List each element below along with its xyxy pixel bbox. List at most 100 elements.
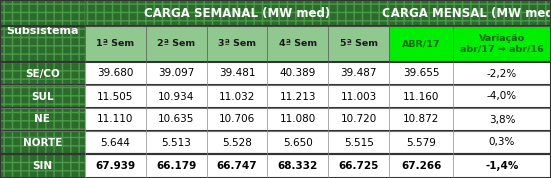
Text: ABR/17: ABR/17 — [402, 40, 440, 48]
Text: 66.179: 66.179 — [156, 161, 196, 171]
Bar — [390, 85, 453, 108]
Bar — [207, 131, 267, 154]
Text: 5ª Sem: 5ª Sem — [340, 40, 378, 48]
Bar — [328, 108, 390, 131]
Text: -1,4%: -1,4% — [485, 161, 518, 171]
Bar — [453, 62, 551, 85]
Bar — [145, 131, 207, 154]
Bar — [85, 0, 390, 26]
Text: -4,0%: -4,0% — [487, 91, 517, 101]
Bar — [0, 154, 85, 178]
Text: 67.939: 67.939 — [95, 161, 135, 171]
Text: Subsistema: Subsistema — [6, 26, 79, 36]
Bar — [145, 26, 207, 62]
Bar — [0, 0, 85, 62]
Text: 11.110: 11.110 — [97, 114, 133, 124]
Bar — [0, 108, 85, 131]
Bar — [145, 154, 207, 178]
Text: Variação
abr/17 ⇒ abr/16: Variação abr/17 ⇒ abr/16 — [460, 34, 544, 54]
Bar — [0, 131, 85, 154]
Text: 10.720: 10.720 — [341, 114, 377, 124]
Bar — [453, 26, 551, 62]
Text: 11.213: 11.213 — [280, 91, 316, 101]
Bar — [453, 131, 551, 154]
Text: NE: NE — [34, 114, 50, 124]
Bar — [267, 85, 328, 108]
Text: 1ª Sem: 1ª Sem — [96, 40, 134, 48]
Text: 11.003: 11.003 — [341, 91, 377, 101]
Bar — [453, 108, 551, 131]
Text: 0,3%: 0,3% — [489, 137, 515, 148]
Bar — [328, 85, 390, 108]
Bar — [0, 154, 85, 178]
Bar — [85, 0, 390, 26]
Bar — [267, 108, 328, 131]
Text: 40.389: 40.389 — [280, 69, 316, 78]
Bar — [0, 85, 85, 108]
Bar — [207, 62, 267, 85]
Bar — [145, 108, 207, 131]
Bar — [390, 26, 453, 62]
Bar — [0, 0, 85, 62]
Text: 5.515: 5.515 — [344, 137, 374, 148]
Text: SE/CO: SE/CO — [25, 69, 60, 78]
Bar — [453, 85, 551, 108]
Bar — [145, 85, 207, 108]
Text: 10.934: 10.934 — [158, 91, 195, 101]
Bar — [328, 62, 390, 85]
Text: 11.505: 11.505 — [97, 91, 133, 101]
Text: 10.706: 10.706 — [219, 114, 255, 124]
Text: 10.872: 10.872 — [403, 114, 439, 124]
Bar — [328, 131, 390, 154]
Bar — [453, 154, 551, 178]
Bar — [85, 62, 145, 85]
Bar — [207, 108, 267, 131]
Bar — [145, 62, 207, 85]
Text: 3ª Sem: 3ª Sem — [218, 40, 256, 48]
Bar — [267, 131, 328, 154]
Text: 68.332: 68.332 — [278, 161, 318, 171]
Text: CARGA MENSAL (MW med): CARGA MENSAL (MW med) — [382, 7, 551, 20]
Text: -2,2%: -2,2% — [487, 69, 517, 78]
Text: 39.487: 39.487 — [341, 69, 377, 78]
Bar — [267, 26, 328, 62]
Text: 5.513: 5.513 — [161, 137, 191, 148]
Bar — [85, 154, 145, 178]
Text: CARGA SEMANAL (MW med): CARGA SEMANAL (MW med) — [144, 7, 330, 20]
Bar — [390, 108, 453, 131]
Bar — [0, 62, 85, 85]
Bar — [0, 131, 85, 154]
Text: 3,8%: 3,8% — [489, 114, 515, 124]
Bar — [390, 62, 453, 85]
Bar — [390, 0, 551, 26]
Bar — [207, 26, 267, 62]
Text: 39.481: 39.481 — [219, 69, 255, 78]
Text: SIN: SIN — [33, 161, 52, 171]
Text: 11.080: 11.080 — [280, 114, 316, 124]
Bar — [390, 154, 453, 178]
Text: 39.680: 39.680 — [97, 69, 133, 78]
Text: SUL: SUL — [31, 91, 53, 101]
Bar — [267, 154, 328, 178]
Text: 11.032: 11.032 — [219, 91, 255, 101]
Bar — [85, 131, 145, 154]
Bar — [0, 62, 85, 85]
Bar — [207, 85, 267, 108]
Text: 5.528: 5.528 — [222, 137, 252, 148]
Bar — [267, 62, 328, 85]
Text: 66.725: 66.725 — [339, 161, 379, 171]
Bar — [328, 26, 390, 62]
Text: 5.650: 5.650 — [283, 137, 313, 148]
Text: 11.160: 11.160 — [403, 91, 439, 101]
Bar — [0, 108, 85, 131]
Text: 67.266: 67.266 — [401, 161, 441, 171]
Bar — [0, 85, 85, 108]
Text: 10.635: 10.635 — [158, 114, 195, 124]
Text: 5.579: 5.579 — [406, 137, 436, 148]
Text: 66.747: 66.747 — [217, 161, 257, 171]
Bar — [85, 85, 145, 108]
Bar — [390, 0, 551, 26]
Text: 4ª Sem: 4ª Sem — [279, 40, 317, 48]
Text: 2ª Sem: 2ª Sem — [157, 40, 195, 48]
Text: NORTE: NORTE — [23, 137, 62, 148]
